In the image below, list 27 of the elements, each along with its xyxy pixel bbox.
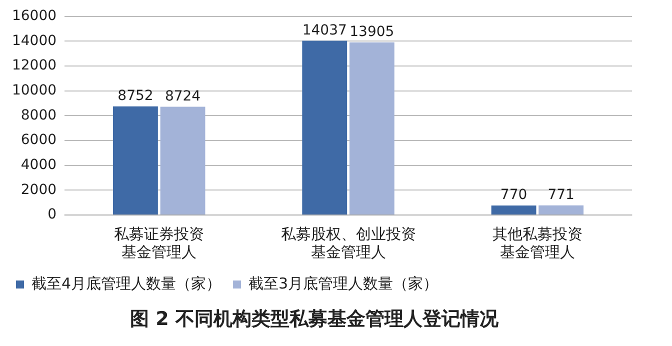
x-tick-label: 其他私募投资基金管理人 xyxy=(492,224,582,261)
y-tick-label: 8000 xyxy=(20,107,57,124)
y-tick-label: 16000 xyxy=(12,8,57,24)
bar xyxy=(113,106,158,214)
data-label: 8752 xyxy=(118,88,154,104)
y-tick-label: 2000 xyxy=(20,182,57,198)
data-label: 14037 xyxy=(302,22,347,38)
y-tick-label: 0 xyxy=(48,206,57,223)
y-tick-label: 14000 xyxy=(12,32,57,49)
legend-label: 截至4月底管理人数量（家） xyxy=(32,274,222,292)
data-label: 13905 xyxy=(350,24,394,40)
legend-label: 截至3月底管理人数量（家） xyxy=(248,274,438,292)
data-label: 8724 xyxy=(164,88,201,104)
y-tick-label: 6000 xyxy=(20,132,57,148)
x-tick-label: 私募证券投资基金管理人 xyxy=(114,224,204,261)
data-label: 771 xyxy=(548,187,574,204)
bar xyxy=(538,205,584,214)
text: 图 2 不同机构类型私募基金管理人登记情况 xyxy=(129,307,500,332)
x-tick-label: 私募股权、创业投资基金管理人 xyxy=(280,224,416,261)
bar xyxy=(160,106,206,214)
bar xyxy=(349,42,394,214)
y-tick-label: 4000 xyxy=(20,156,57,173)
bar xyxy=(491,205,536,214)
bar xyxy=(302,40,348,214)
y-tick-label: 10000 xyxy=(12,82,57,99)
y-tick-label: 12000 xyxy=(12,58,57,74)
data-label: 770 xyxy=(500,187,528,204)
